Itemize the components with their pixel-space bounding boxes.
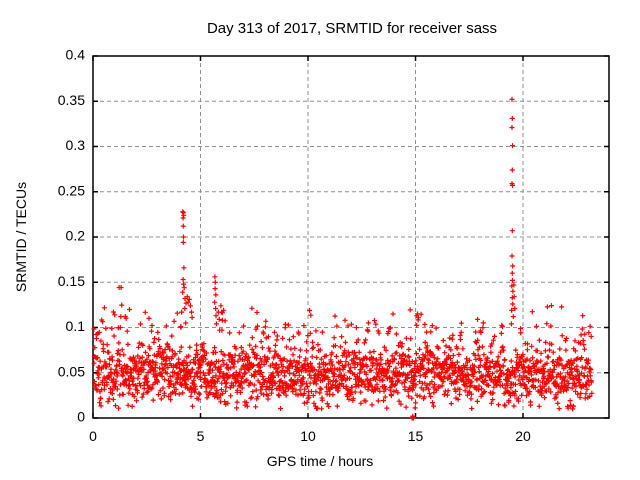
y-tick-label: 0.15 — [58, 273, 85, 289]
x-tick-label: 10 — [300, 428, 316, 444]
y-tick-label: 0.05 — [58, 364, 85, 380]
y-tick-label: 0.4 — [66, 47, 86, 63]
y-axis-label: SRMTID / TECUs — [13, 182, 29, 292]
y-tick-label: 0.35 — [58, 92, 85, 108]
grid-lines — [93, 56, 609, 418]
x-tick-label: 15 — [408, 428, 424, 444]
data-points-srmtid — [91, 96, 595, 421]
y-tick-label: 0.1 — [66, 318, 86, 334]
y-tick-label: 0.25 — [58, 183, 85, 199]
chart-title: Day 313 of 2017, SRMTID for receiver sas… — [207, 20, 497, 37]
y-tick-label: 0 — [77, 409, 85, 425]
y-tick-label: 0.3 — [66, 137, 86, 153]
y-tick-label: 0.2 — [66, 228, 86, 244]
x-axis-label: GPS time / hours — [267, 453, 374, 469]
x-tick-label: 5 — [197, 428, 205, 444]
axis-ticks — [92, 55, 609, 419]
tick-labels: 0 0.05 0.1 0.15 0.2 0.25 0.3 0.35 0.4 0 5 10 15 20 — [58, 47, 531, 444]
x-tick-label: 20 — [515, 428, 531, 444]
x-tick-label: 0 — [89, 428, 97, 444]
plot-render-layer: 0 0.05 0.1 0.15 0.2 0.25 0.3 0.35 0.4 0 5 10 15 20 — [58, 47, 610, 444]
